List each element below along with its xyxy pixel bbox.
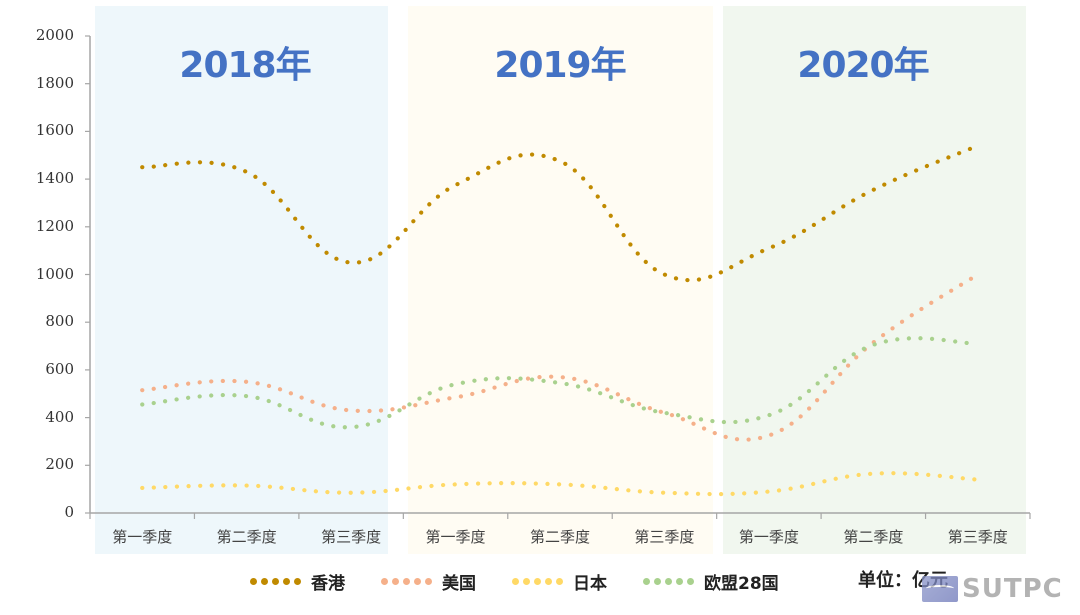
- x-tick-label: 第三季度: [321, 528, 382, 546]
- y-tick-label: 1800: [35, 73, 74, 92]
- y-tick-label: 600: [45, 359, 74, 378]
- band-2018: [95, 6, 388, 554]
- legend-marker-japan: [512, 577, 567, 585]
- y-tick-label: 1600: [35, 121, 74, 140]
- series-line-欧盟28国: [140, 336, 980, 430]
- band-2019: [408, 6, 713, 554]
- y-tick-label: 0: [64, 503, 74, 521]
- x-tick-label: 第一季度: [738, 528, 799, 546]
- x-tick-label: 第二季度: [529, 528, 590, 546]
- y-tick-label: 200: [45, 455, 74, 474]
- legend-label-hongkong: 香港: [311, 573, 345, 594]
- y-tick-label: 1200: [35, 216, 74, 235]
- x-tick-label: 第三季度: [634, 528, 695, 546]
- x-tick-label: 第二季度: [216, 528, 277, 546]
- legend-item-japan: 日本: [512, 569, 607, 594]
- series-line-香港: [140, 143, 980, 283]
- year-title-2019: 2019年: [494, 45, 626, 86]
- year-title-2018: 2018年: [179, 45, 311, 86]
- legend-label-eu28: 欧盟28国: [704, 573, 779, 594]
- y-tick-label: 800: [45, 312, 74, 331]
- watermark-text: SUTPC: [962, 574, 1063, 604]
- x-tick-label: 第三季度: [947, 528, 1008, 546]
- band-2020: [723, 6, 1026, 554]
- y-tick-label: 2000: [35, 26, 74, 44]
- legend-marker-hongkong: [250, 577, 305, 585]
- year-title-2020: 2020年: [797, 45, 929, 86]
- series-line-日本: [140, 471, 980, 497]
- legend-marker-eu28: [643, 577, 698, 585]
- y-tick-label: 1000: [35, 264, 74, 283]
- legend-item-usa: 美国: [381, 569, 476, 594]
- y-tick-label: 1400: [35, 169, 74, 188]
- legend-item-eu28: 欧盟28国: [643, 569, 779, 594]
- y-tick-label: 400: [45, 407, 74, 426]
- legend-item-hongkong: 香港: [250, 569, 345, 594]
- series-line-美国: [140, 272, 980, 442]
- legend-marker-usa: [381, 577, 436, 585]
- x-tick-label: 第一季度: [425, 528, 486, 546]
- x-tick-label: 第二季度: [843, 528, 904, 546]
- x-tick-label: 第一季度: [112, 528, 173, 546]
- legend-label-usa: 美国: [442, 573, 476, 594]
- chart-legend: 香港 美国 日本 欧盟28国: [250, 566, 815, 596]
- sutpc-logo-icon: [922, 576, 958, 602]
- watermark: SUTPC: [922, 574, 1063, 604]
- legend-label-japan: 日本: [573, 573, 607, 594]
